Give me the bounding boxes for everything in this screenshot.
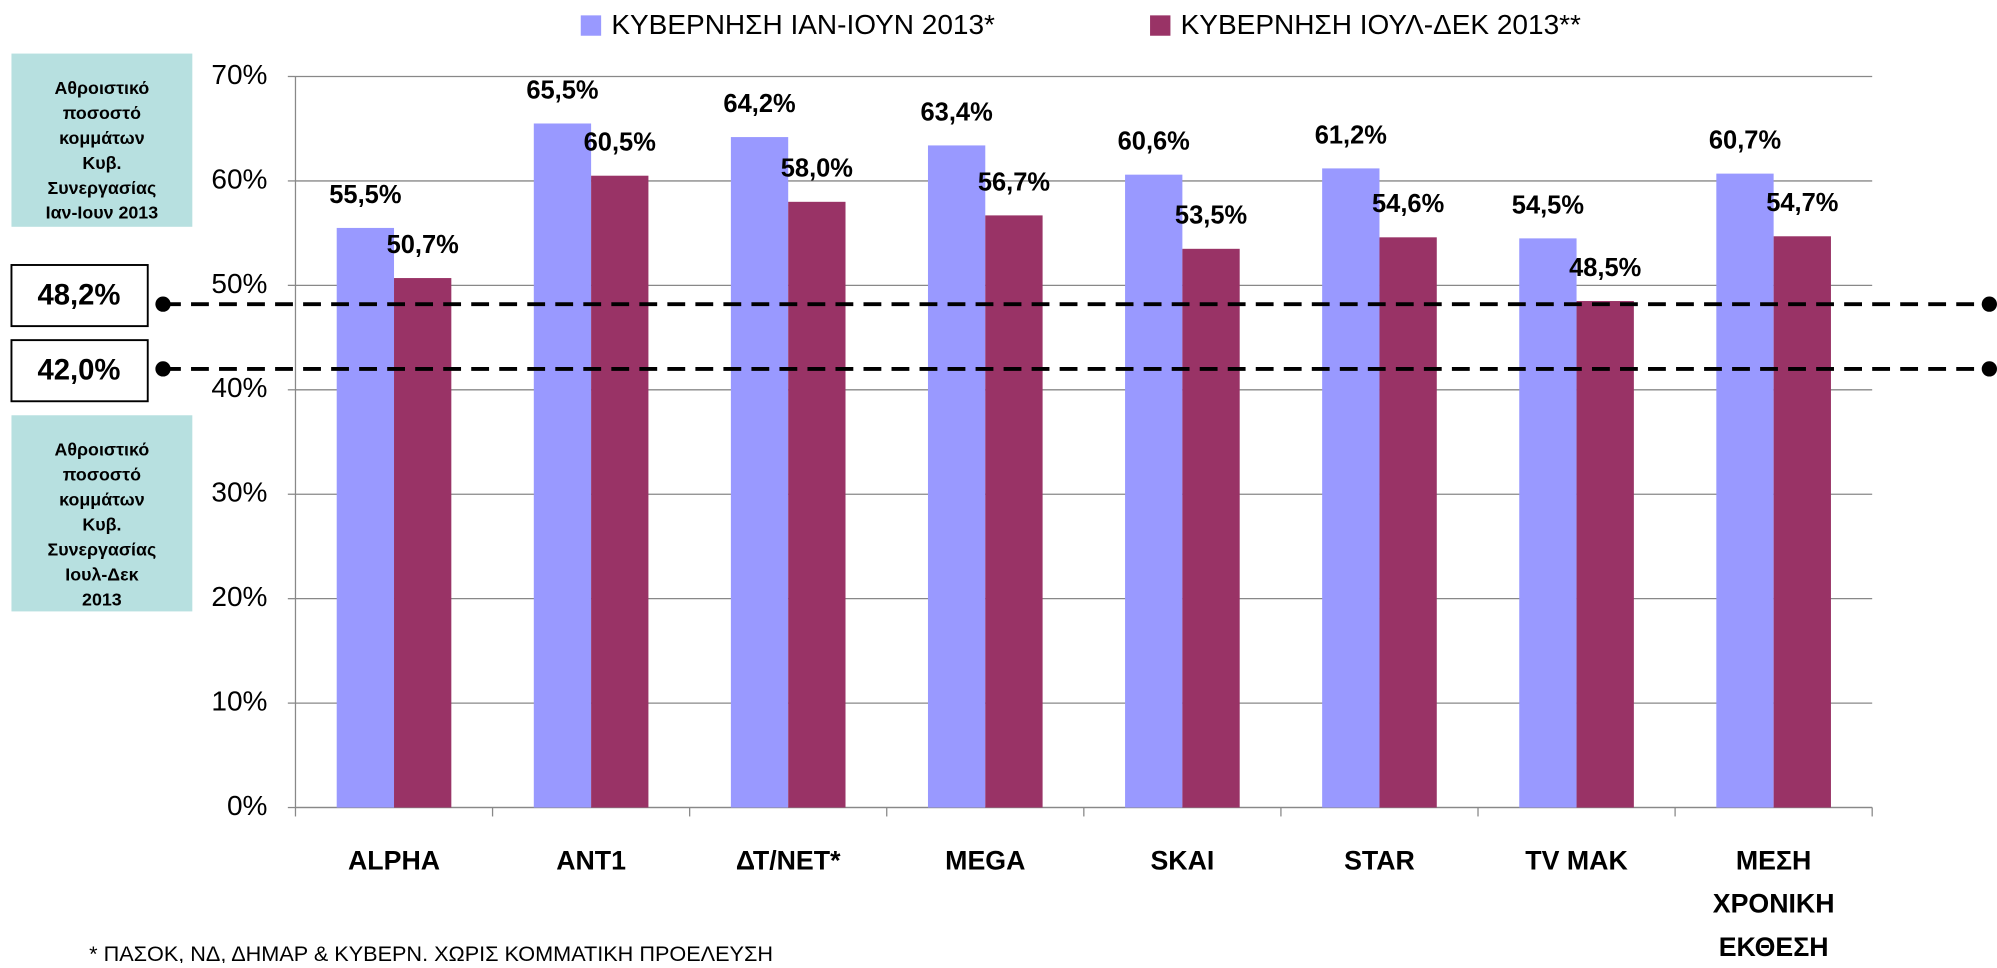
data-label: 54,5% [1512,191,1584,219]
legend-label: ΚΥΒΕΡΝΗΣΗ ΙΑΝ-ΙΟΥΝ 2013* [611,9,995,40]
bar [1519,238,1577,808]
reference-note: Ιαν-Ιουν 2013 [46,203,159,223]
data-label: 64,2% [723,90,795,118]
reference-note: Κυβ. [82,515,121,535]
data-label: 63,4% [921,98,993,126]
reference-note: ποσοστό [63,465,141,485]
data-label: 48,5% [1569,254,1641,282]
y-tick-label: 70% [211,59,267,90]
bar [1379,237,1437,808]
data-label: 54,7% [1766,189,1838,217]
data-label: 50,7% [387,231,459,259]
reference-note: Ιουλ-Δεκ [65,564,138,584]
bar [788,201,846,808]
bar [1322,168,1380,808]
reference-dot [1981,296,1997,312]
y-tick-label: 60% [211,163,267,194]
data-label: 54,6% [1372,190,1444,218]
x-tick-label: TV MAK [1525,845,1628,875]
reference-value: 42,0% [37,354,120,387]
reference-note: ποσοστό [63,103,141,123]
data-label: 60,7% [1709,127,1781,155]
reference-dot [1981,361,1997,377]
bar [1182,248,1240,808]
y-tick-label: 0% [227,790,267,821]
data-label: 58,0% [781,155,853,183]
bar [336,227,395,808]
y-tick-label: 40% [211,372,267,403]
data-label: 55,5% [329,181,401,209]
data-label: 65,5% [526,76,598,104]
bar [985,215,1043,808]
data-label: 61,2% [1315,121,1387,149]
reference-note: Συνεργασίας [48,178,157,198]
reference-note: Κυβ. [82,153,121,173]
bar [927,145,986,808]
data-label: 53,5% [1175,202,1247,230]
y-tick-label: 30% [211,477,267,508]
y-tick-label: 10% [211,686,267,717]
bar [730,137,789,808]
x-tick-label: ΔΤ/ΝΕΤ* [736,845,841,875]
reference-value: 48,2% [37,279,120,312]
reference-dot [155,296,171,312]
reference-note-box [11,53,193,227]
x-tick-label: STAR [1344,845,1415,875]
y-tick-label: 20% [211,581,267,612]
footnote: * ΠΑΣΟΚ, ΝΔ, ΔΗΜΑΡ & ΚΥΒΕΡΝ. ΧΩΡΙΣ ΚΟΜΜΑ… [89,941,773,963]
reference-note: Αθροιστικό [55,78,150,98]
reference-note-box [11,415,193,612]
bar [591,175,649,808]
bar [1716,173,1774,808]
reference-note: κομμάτων [59,490,145,510]
bar [1773,236,1831,808]
reference-note: Συνεργασίας [48,539,157,559]
x-tick-label: MEGA [945,845,1025,875]
legend-swatch [1150,15,1171,36]
bar [1125,174,1183,808]
reference-value-box [10,339,149,403]
reference-dot [155,361,171,377]
data-label: 60,6% [1118,128,1190,156]
bar [533,123,592,808]
y-tick-label: 50% [211,268,267,299]
bar [1576,301,1634,808]
data-label: 56,7% [978,168,1050,196]
data-label: 60,5% [584,129,656,157]
legend-label: ΚΥΒΕΡΝΗΣΗ ΙΟΥΛ-ΔΕΚ 2013** [1181,9,1581,40]
x-tick-label: ALPHA [348,845,440,875]
x-tick-label: SKAI [1150,845,1214,875]
x-tick-label: ΜΕΣΗ ΧΡΟΝΙΚΗ ΕΚΘΕΣΗ [1713,845,1835,962]
x-tick-label: ANT1 [556,845,626,875]
reference-value-box [10,264,149,328]
reference-note: 2013 [82,589,122,609]
bar [394,278,452,808]
legend-swatch [580,15,602,36]
reference-note: Αθροιστικό [55,440,150,460]
reference-note: κομμάτων [59,128,145,148]
